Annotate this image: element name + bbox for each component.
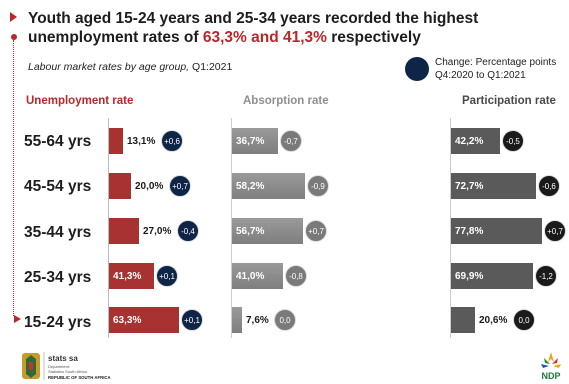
axis-line-unemployment	[108, 118, 109, 338]
legend: Change: Percentage points Q4:2020 to Q1:…	[435, 56, 556, 82]
bar-absorption-4	[232, 307, 242, 333]
bar-unemployment-4	[109, 307, 179, 333]
panel-title-unemployment: Unemployment rate	[26, 95, 134, 107]
subtitle-period: Q1:2021	[192, 61, 233, 73]
value-label-absorption-3: 41,0%	[236, 271, 265, 282]
bar-participation-3	[451, 263, 533, 289]
value-label-unemployment-4: 63,3%	[113, 315, 142, 326]
change-badge-unemployment-3: +0,1	[156, 265, 178, 287]
bar-participation-4	[451, 307, 475, 333]
change-badge-participation-1: -0,6	[538, 175, 560, 197]
title-marker-icon	[10, 12, 17, 22]
change-badge-absorption-0: -0,7	[280, 130, 302, 152]
panel-title-participation: Participation rate	[462, 95, 556, 107]
value-label-absorption-2: 56,7%	[236, 226, 265, 237]
age-label-35-44: 35-44 yrs	[24, 224, 92, 241]
change-badge-absorption-3: -0,8	[285, 265, 307, 287]
axis-line-absorption	[231, 118, 232, 338]
age-label-15-24: 15-24 yrs	[24, 314, 92, 331]
change-badge-participation-0: -0,5	[502, 130, 524, 152]
stats-sa-logo-icon: stats sa Department: Statistics South Af…	[22, 352, 111, 380]
change-badge-participation-2: +0,7	[544, 220, 566, 242]
logo-text-2: Department:	[48, 364, 70, 369]
left-dotted-rule	[13, 40, 14, 316]
change-badge-participation-3: -1,2	[535, 265, 557, 287]
panel-title-absorption: Absorption rate	[243, 95, 329, 107]
subtitle-label: Labour market rates by age group,	[28, 61, 190, 73]
value-label-participation-3: 69,9%	[455, 271, 484, 282]
ndp-logo-text: NDP	[541, 371, 560, 381]
title-prefix: Youth aged 15-24 years and 25-34 years r…	[28, 10, 479, 46]
change-badge-absorption-4: 0,0	[274, 309, 296, 331]
value-label-participation-0: 42,2%	[455, 136, 484, 147]
bar-unemployment-1	[109, 173, 131, 199]
logo-text-3: Statistics South Africa	[48, 369, 87, 374]
bar-absorption-0	[232, 128, 278, 154]
value-label-unemployment-1: 20,0%	[135, 181, 164, 192]
bar-unemployment-0	[109, 128, 123, 154]
chart-subtitle: Labour market rates by age group, Q1:202…	[28, 61, 232, 73]
highlight-arrow-icon	[14, 315, 21, 323]
title-highlight: 63,3% and 41,3%	[202, 29, 327, 46]
value-label-absorption-4: 7,6%	[246, 315, 269, 326]
bar-unemployment-3	[109, 263, 154, 289]
legend-dot-icon	[405, 57, 429, 81]
value-label-participation-2: 77,8%	[455, 226, 484, 237]
change-badge-unemployment-4: +0,1	[181, 309, 203, 331]
bar-absorption-1	[232, 173, 305, 199]
age-label-45-54: 45-54 yrs	[24, 178, 92, 195]
title-dot-icon	[11, 34, 17, 40]
bar-participation-2	[451, 218, 542, 244]
value-label-participation-1: 72,7%	[455, 181, 484, 192]
bar-absorption-3	[232, 263, 283, 289]
logo-text-1: stats sa	[48, 354, 78, 363]
change-badge-absorption-1: -0,9	[307, 175, 329, 197]
change-badge-unemployment-2: -0,4	[177, 220, 199, 242]
page-title: Youth aged 15-24 years and 25-34 years r…	[28, 9, 568, 47]
legend-line-2: Q4:2020 to Q1:2021	[435, 70, 526, 81]
change-badge-unemployment-1: +0,7	[169, 175, 191, 197]
bar-participation-0	[451, 128, 500, 154]
legend-line-1: Change: Percentage points	[435, 57, 557, 68]
change-badge-participation-4: 0,0	[513, 309, 535, 331]
value-label-unemployment-2: 27,0%	[143, 226, 172, 237]
logo-text-4: REPUBLIC OF SOUTH AFRICA	[48, 375, 111, 380]
bar-absorption-2	[232, 218, 303, 244]
age-label-55-64: 55-64 yrs	[24, 133, 92, 150]
value-label-absorption-1: 58,2%	[236, 181, 265, 192]
change-badge-unemployment-0: +0,6	[161, 130, 183, 152]
value-label-unemployment-0: 13,1%	[127, 136, 156, 147]
bar-participation-1	[451, 173, 536, 199]
value-label-absorption-0: 36,7%	[236, 136, 265, 147]
ndp-logo-icon: NDP	[541, 352, 561, 381]
value-label-unemployment-3: 41,3%	[113, 271, 142, 282]
change-badge-absorption-2: +0,7	[305, 220, 327, 242]
age-label-25-34: 25-34 yrs	[24, 269, 92, 286]
axis-line-participation	[450, 118, 451, 338]
value-label-participation-4: 20,6%	[479, 315, 508, 326]
title-suffix: respectively	[331, 29, 421, 46]
bar-unemployment-2	[109, 218, 139, 244]
